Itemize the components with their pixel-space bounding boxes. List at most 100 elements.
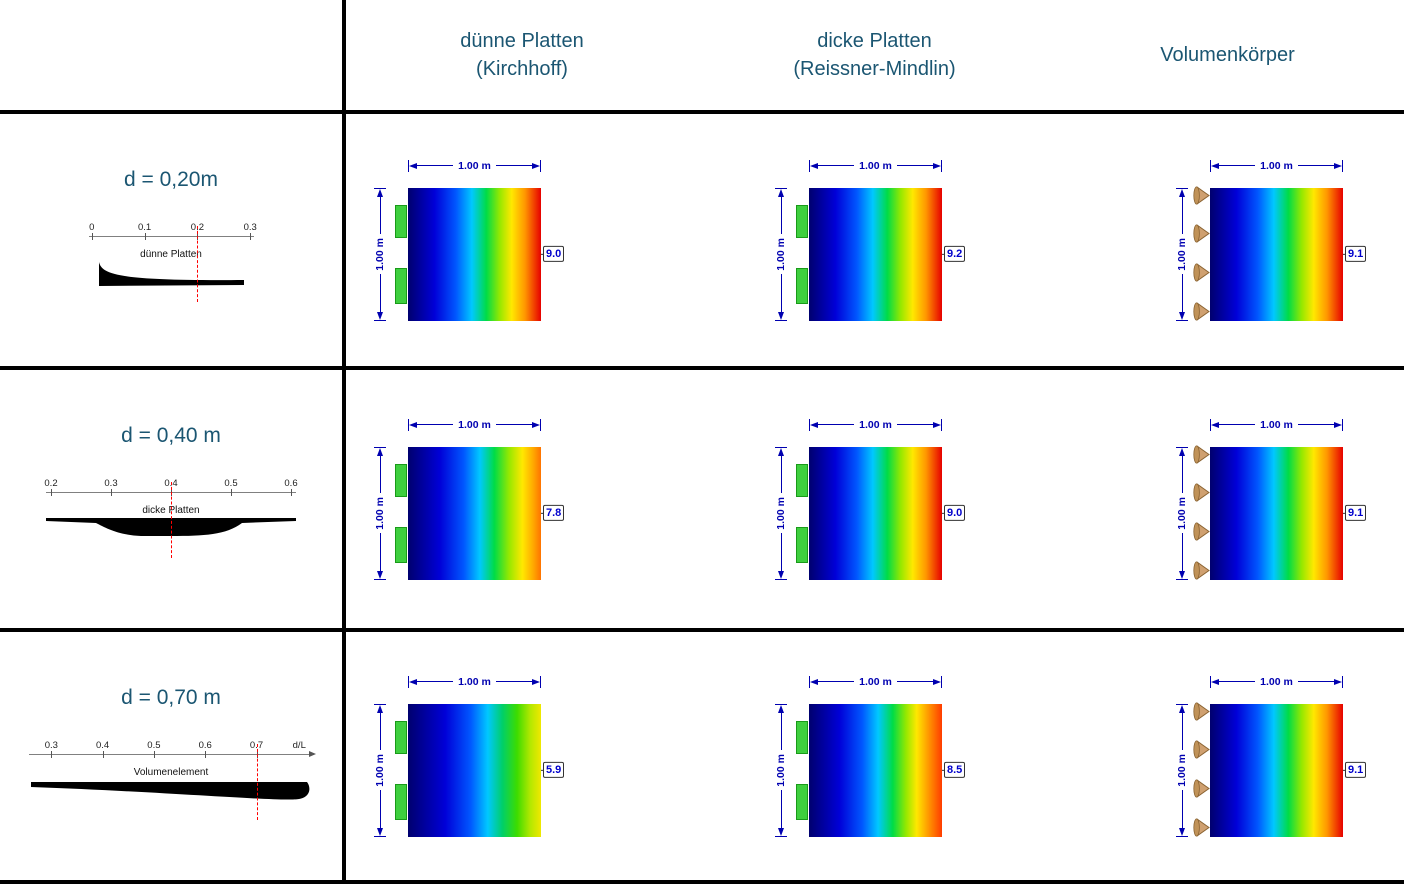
dim-line — [780, 455, 782, 493]
support-marker — [796, 720, 808, 754]
height-dim-label: 1.00 m — [1176, 753, 1188, 787]
line-supports — [395, 188, 408, 321]
max-value-tag: 9.0 — [941, 504, 966, 522]
support-marker — [796, 204, 808, 238]
support-marker — [395, 783, 407, 820]
max-value-tag: 5.9 — [540, 761, 565, 779]
dim-arrow-right-icon — [532, 678, 541, 685]
support-cone-icon — [1193, 701, 1210, 721]
dim-line — [780, 196, 782, 234]
dim-end-tick — [408, 159, 409, 172]
dim-line — [1219, 681, 1256, 682]
dim-line — [896, 681, 934, 682]
support-cone-icon — [1193, 778, 1210, 798]
fem-plot: 1.00 m 1.00 m 9.0 — [374, 159, 565, 321]
height-dimension: 1.00 m — [775, 187, 787, 321]
support-cone-icon — [1193, 560, 1210, 580]
dim-line — [896, 165, 934, 166]
fem-plot: 1.00 m 1.00 m 9.1 — [1176, 159, 1367, 321]
contour-plot — [408, 187, 541, 321]
cell-d040-kirchhoff: 1.00 m 1.00 m 7.8 — [346, 366, 698, 628]
max-value-tag: 9.2 — [941, 245, 966, 263]
dim-line — [780, 533, 782, 571]
dim-line — [1219, 165, 1256, 166]
dim-arrow-left-icon — [1211, 421, 1219, 428]
dim-arrow-left-icon — [409, 421, 417, 428]
fem-plot: 1.00 m 1.00 m 8.5 — [775, 675, 966, 837]
contour-plot — [809, 187, 942, 321]
dim-end-tick — [1176, 319, 1188, 321]
cone-supports — [1193, 444, 1210, 580]
plate-plot: 7.8 — [395, 446, 565, 580]
height-dimension: 1.00 m — [1176, 446, 1188, 580]
height-dimension: 1.00 m — [1176, 703, 1188, 837]
width-dim-label: 1.00 m — [458, 675, 491, 688]
dim-arrow-left-icon — [1211, 678, 1219, 685]
dim-line — [379, 455, 381, 493]
dim-arrow-up-icon — [1179, 447, 1185, 456]
tick-mark — [51, 489, 52, 496]
dim-arrow-right-icon — [532, 421, 541, 428]
dim-end-tick — [775, 187, 787, 189]
dim-line — [417, 424, 454, 425]
max-value-tag: 8.5 — [941, 761, 966, 779]
max-value-tag: 7.8 — [540, 504, 565, 522]
support-marker — [796, 783, 808, 820]
tick-label: 0.4 — [95, 740, 110, 751]
dim-arrow-down-icon — [377, 311, 383, 320]
tick-label: 0.6 — [198, 740, 212, 751]
dim-line — [1219, 424, 1256, 425]
dim-line — [417, 165, 454, 166]
plate-plot: 8.5 — [796, 703, 966, 837]
max-value-tag: 9.1 — [1342, 761, 1367, 779]
support-cone-icon — [1193, 482, 1210, 502]
fem-plot: 1.00 m 1.00 m 9.1 — [1176, 418, 1367, 580]
dim-arrow-down-icon — [1179, 827, 1185, 836]
dim-end-tick — [374, 187, 386, 189]
fem-plot: 1.00 m 1.00 m 9.1 — [1176, 675, 1367, 837]
tick-mark — [205, 751, 207, 758]
dim-arrow-up-icon — [377, 704, 383, 713]
volume-profile-shape — [31, 782, 310, 800]
cell-d020-volumenkoerper: 1.00 m 1.00 m 9.1 — [1051, 110, 1404, 366]
thickness-label: d = 0,40 m — [121, 424, 221, 447]
tick-label: 0.2 — [44, 478, 58, 489]
scale-axis: 0 0.1 0.2 0.3 — [88, 222, 257, 302]
line-supports — [395, 447, 408, 580]
dim-end-tick — [374, 319, 386, 321]
dim-arrow-right-icon — [1334, 421, 1343, 428]
width-dimension: 1.00 m — [1210, 159, 1344, 172]
header-reissner-mindlin: dicke Platten (Reissner-Mindlin) — [698, 0, 1051, 110]
max-value-tag: 9.0 — [540, 245, 565, 263]
width-dimension: 1.00 m — [809, 675, 943, 688]
thickness-label: d = 0,20m — [124, 168, 218, 191]
header-kirchhoff: dünne Platten (Kirchhoff) — [346, 0, 698, 110]
thickness-ratio-scale: 0.3 0.4 0.5 0.6 0.7 d/L Volumenelement — [28, 738, 316, 820]
contour-plot — [1210, 446, 1343, 580]
support-cone-icon — [1193, 223, 1210, 243]
dim-arrow-down-icon — [778, 570, 784, 579]
dim-end-tick — [1342, 418, 1344, 431]
fem-plot: 1.00 m 1.00 m 7.8 — [374, 418, 565, 580]
header-line2: (Kirchhoff) — [476, 58, 568, 80]
width-dim-label: 1.00 m — [1260, 675, 1293, 688]
dim-end-tick — [408, 418, 409, 431]
contour-plot — [408, 446, 541, 580]
dim-arrow-left-icon — [409, 162, 417, 169]
plate-plot: 9.2 — [796, 187, 966, 321]
dim-line — [1297, 424, 1335, 425]
support-marker — [395, 720, 407, 754]
support-cone-icon — [1193, 262, 1210, 282]
line-supports — [796, 704, 809, 837]
dim-end-tick — [408, 675, 409, 688]
axis-arrow-icon — [308, 750, 316, 757]
dim-arrow-up-icon — [778, 447, 784, 456]
plate-plot: 5.9 — [395, 703, 565, 837]
dim-end-tick — [1210, 675, 1211, 688]
dim-end-tick — [374, 578, 386, 580]
dim-line — [780, 274, 782, 312]
dim-line — [495, 165, 533, 166]
width-dim-label: 1.00 m — [1260, 418, 1293, 431]
plate-plot: 9.1 — [1193, 185, 1367, 321]
